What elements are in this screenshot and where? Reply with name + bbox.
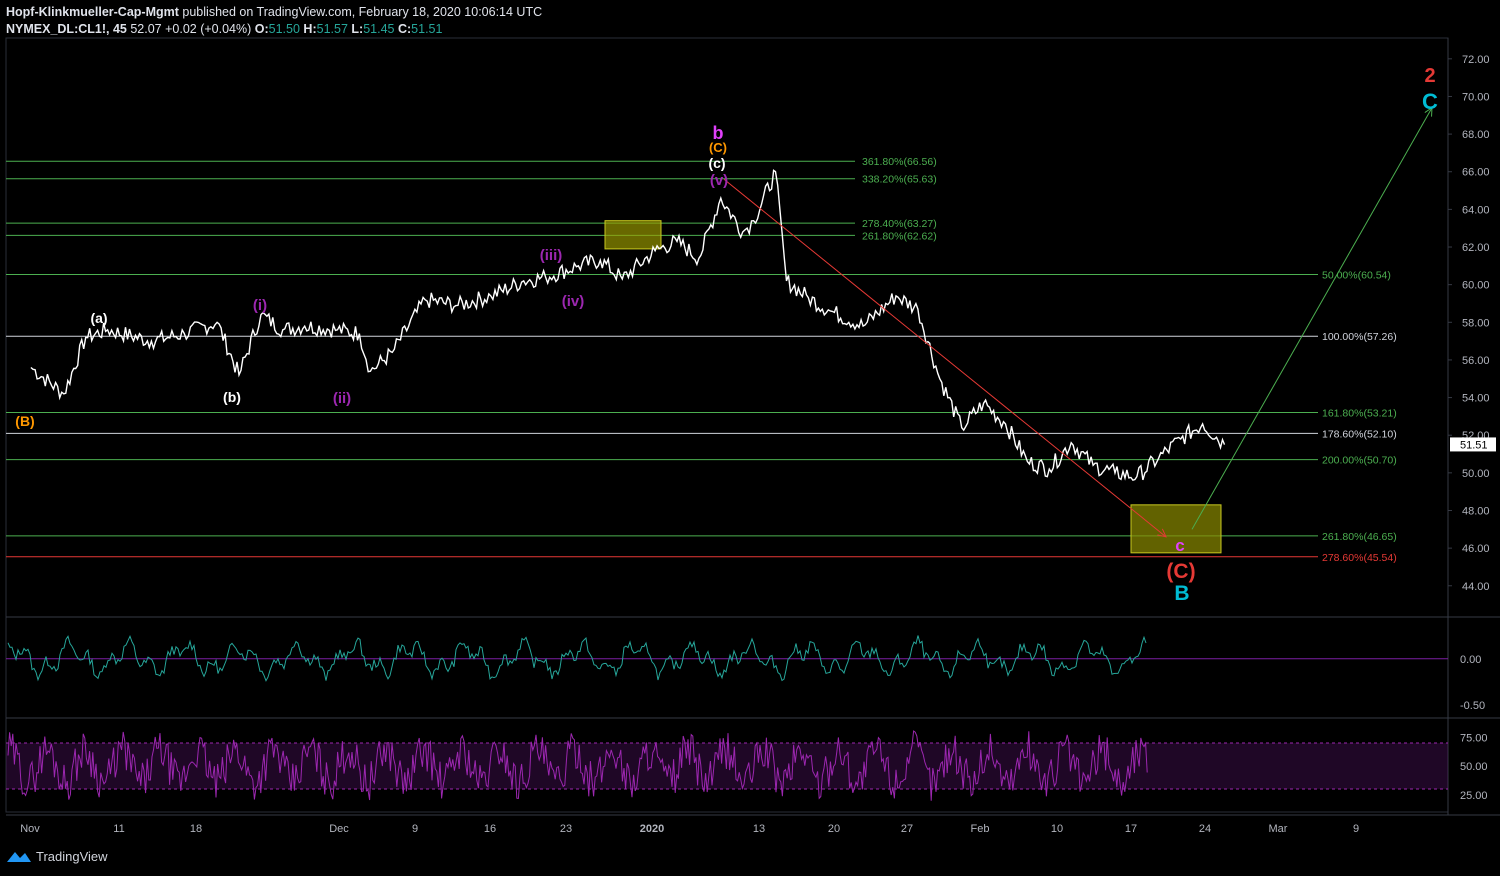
- price-tick-label: 46.00: [1462, 543, 1490, 555]
- price-tick-label: 64.00: [1462, 204, 1490, 216]
- wave-label: 2: [1424, 65, 1435, 87]
- wave-label: (b): [223, 389, 241, 405]
- rsi-tick-label: 25.00: [1460, 790, 1488, 802]
- price-tick-label: 48.00: [1462, 505, 1490, 517]
- price-tick-label: 56.00: [1462, 355, 1490, 367]
- price-tick-label: 68.00: [1462, 129, 1490, 141]
- tradingview-logo-icon: [7, 852, 31, 862]
- projection-arrow-down: [723, 178, 1166, 537]
- time-tick-label: 18: [190, 823, 202, 835]
- price-tick-label: 54.00: [1462, 393, 1490, 405]
- symbol-name[interactable]: NYMEX_DL:CL1!, 45: [6, 22, 127, 36]
- price-tick-label: 60.00: [1462, 280, 1490, 292]
- rsi-tick-label: 50.00: [1460, 761, 1488, 773]
- time-tick-label: 27: [901, 823, 913, 835]
- time-tick-label: 16: [484, 823, 496, 835]
- fib-level-label: 261.80%(62.62): [862, 230, 937, 242]
- time-tick-label: 10: [1051, 823, 1063, 835]
- wave-label: B: [1174, 582, 1189, 605]
- price-tick-label: 66.00: [1462, 167, 1490, 179]
- fib-level-label: 278.40%(63.27): [862, 218, 937, 230]
- time-tick-label: 11: [113, 823, 124, 835]
- time-tick-label: 2020: [640, 823, 664, 835]
- price-tick-label: 50.00: [1462, 468, 1490, 480]
- fib-level-label: 178.60%(52.10): [1322, 428, 1397, 440]
- price-tick-label: 58.00: [1462, 317, 1490, 329]
- time-tick-label: 23: [560, 823, 572, 835]
- fib-level-label: 338.20%(65.63): [862, 174, 937, 186]
- wave-label: (iii): [540, 247, 563, 264]
- price-tick-label: 70.00: [1462, 91, 1490, 103]
- chart-header: Hopf-Klinkmueller-Cap-Mgmt published on …: [6, 4, 542, 38]
- oscillator-tick-label: -0.50: [1460, 700, 1485, 712]
- brand-label: TradingView: [36, 848, 108, 864]
- projection-arrow-up: [1191, 108, 1432, 530]
- fib-level-label: 161.80%(53.21): [1322, 407, 1397, 419]
- price-tick-label: 72.00: [1462, 54, 1490, 66]
- wave-label: (C): [1166, 560, 1195, 583]
- wave-label: (a): [90, 310, 107, 326]
- time-tick-label: 24: [1199, 823, 1211, 835]
- price-line: [30, 169, 1226, 482]
- close-label: C:: [397, 22, 412, 36]
- footer-brand[interactable]: TradingView: [6, 848, 108, 864]
- wave-label: (i): [253, 297, 267, 314]
- fib-level-label: 361.80%(66.56): [862, 156, 937, 168]
- current-price-tag: [1450, 437, 1496, 452]
- price-change: +0.02 (+0.04%): [165, 22, 252, 36]
- price-tick-label: 44.00: [1462, 581, 1490, 593]
- fib-level-label: 100.00%(57.26): [1322, 331, 1397, 343]
- close-value: 51.51: [411, 22, 443, 36]
- time-tick-label: 17: [1125, 823, 1137, 835]
- target-zone: [1130, 504, 1222, 554]
- current-price-label: 51.51: [1460, 439, 1488, 451]
- time-tick-label: 9: [1353, 823, 1359, 835]
- symbol-line: NYMEX_DL:CL1!, 45 52.07 +0.02 (+0.04%) O…: [6, 21, 542, 38]
- fib-level-label: 278.60%(45.54): [1322, 552, 1397, 564]
- time-tick-label: Nov: [20, 823, 40, 835]
- wave-label: (c): [708, 155, 725, 171]
- open-value: 51.50: [268, 22, 300, 36]
- oscillator-tick-label: 0.00: [1460, 654, 1481, 666]
- wave-label: (ii): [333, 390, 351, 407]
- time-tick-label: 9: [412, 823, 418, 835]
- price-tick-label: 62.00: [1462, 242, 1490, 254]
- oscillator-line: [7, 634, 1147, 682]
- author-name[interactable]: Hopf-Klinkmueller-Cap-Mgmt: [6, 5, 179, 19]
- wave-label: c: [1175, 536, 1184, 555]
- fib-level-label: 50.00%(60.54): [1322, 269, 1391, 281]
- wave-label: (C): [709, 140, 727, 155]
- wave-label: C: [1422, 89, 1438, 114]
- fib-level-label: 261.80%(46.65): [1322, 531, 1397, 543]
- time-tick-label: Dec: [329, 823, 349, 835]
- wave-label: (B): [15, 413, 34, 429]
- time-tick-label: 20: [828, 823, 840, 835]
- wave-label: (v): [710, 172, 728, 189]
- fib-level-label: 200.00%(50.70): [1322, 455, 1397, 467]
- wave-label: b: [713, 123, 724, 143]
- low-value: 51.45: [363, 22, 395, 36]
- last-price: 52.07: [130, 22, 162, 36]
- high-value: 51.57: [316, 22, 348, 36]
- rsi-line: [7, 730, 1148, 801]
- publish-info: published on TradingView.com, February 1…: [182, 5, 543, 19]
- time-tick-label: Feb: [971, 823, 990, 835]
- high-label: H:: [303, 22, 317, 36]
- rsi-tick-label: 75.00: [1460, 732, 1488, 744]
- time-tick-label: Mar: [1269, 823, 1288, 835]
- time-tick-label: 13: [753, 823, 765, 835]
- wave-label: (iv): [562, 293, 585, 310]
- low-label: L:: [351, 22, 364, 36]
- publish-line: Hopf-Klinkmueller-Cap-Mgmt published on …: [6, 4, 542, 21]
- open-label: O:: [254, 22, 269, 36]
- resistance-zone: [604, 220, 662, 250]
